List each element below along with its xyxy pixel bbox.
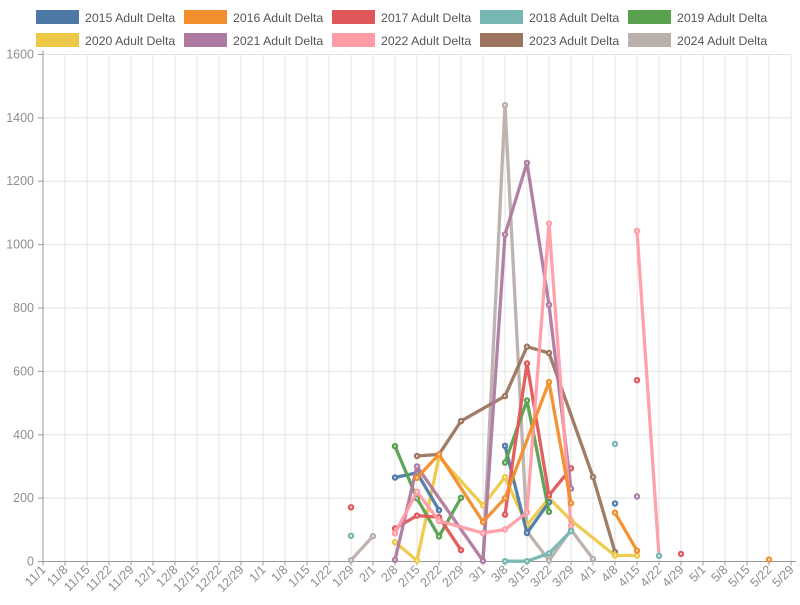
svg-text:2024 Adult Delta: 2024 Adult Delta xyxy=(677,34,767,48)
svg-text:2023 Adult Delta: 2023 Adult Delta xyxy=(529,34,619,48)
svg-text:2021 Adult Delta: 2021 Adult Delta xyxy=(233,34,323,48)
svg-text:0: 0 xyxy=(27,555,34,569)
svg-text:1400: 1400 xyxy=(6,111,34,125)
svg-text:2017 Adult Delta: 2017 Adult Delta xyxy=(381,11,471,25)
svg-text:2020 Adult Delta: 2020 Adult Delta xyxy=(85,34,175,48)
svg-text:800: 800 xyxy=(13,301,34,315)
svg-text:2018 Adult Delta: 2018 Adult Delta xyxy=(529,11,619,25)
svg-text:2022 Adult Delta: 2022 Adult Delta xyxy=(381,34,471,48)
svg-text:200: 200 xyxy=(13,491,34,505)
svg-text:2015 Adult Delta: 2015 Adult Delta xyxy=(85,11,175,25)
svg-text:600: 600 xyxy=(13,364,34,378)
svg-text:1000: 1000 xyxy=(6,238,34,252)
svg-text:2016 Adult Delta: 2016 Adult Delta xyxy=(233,11,323,25)
svg-text:2019 Adult Delta: 2019 Adult Delta xyxy=(677,11,767,25)
svg-text:1200: 1200 xyxy=(6,174,34,188)
svg-text:400: 400 xyxy=(13,428,34,442)
svg-text:1600: 1600 xyxy=(6,48,34,62)
